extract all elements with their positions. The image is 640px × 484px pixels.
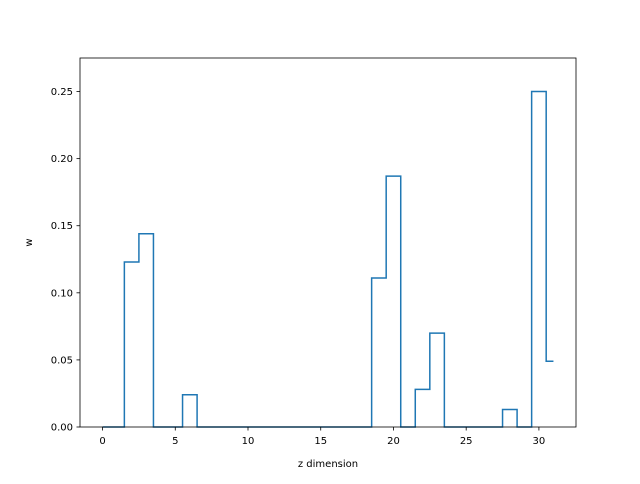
- y-tick-label: 0.10: [51, 288, 73, 299]
- x-axis-ticks: 0 5 10 15 20 25 30: [99, 427, 545, 447]
- y-tick-label: 0.25: [51, 87, 73, 98]
- y-tick-label: 0.00: [51, 423, 73, 434]
- axes-frame: [79, 57, 577, 428]
- y-axis-ticks: 0.00 0.05 0.10 0.15 0.20 0.25: [51, 87, 80, 434]
- x-tick-label: 30: [533, 436, 546, 447]
- y-axis-label: w: [24, 238, 35, 246]
- y-tick-label: 0.20: [51, 154, 73, 165]
- x-tick-label: 0: [99, 436, 105, 447]
- x-tick-label: 25: [460, 436, 473, 447]
- y-tick-label: 0.05: [51, 355, 73, 366]
- x-tick-label: 15: [314, 436, 327, 447]
- y-tick-label: 0.15: [51, 221, 73, 232]
- x-tick-label: 20: [387, 436, 400, 447]
- x-axis-label: z dimension: [298, 459, 358, 470]
- x-tick-label: 5: [172, 436, 178, 447]
- x-tick-label: 10: [242, 436, 255, 447]
